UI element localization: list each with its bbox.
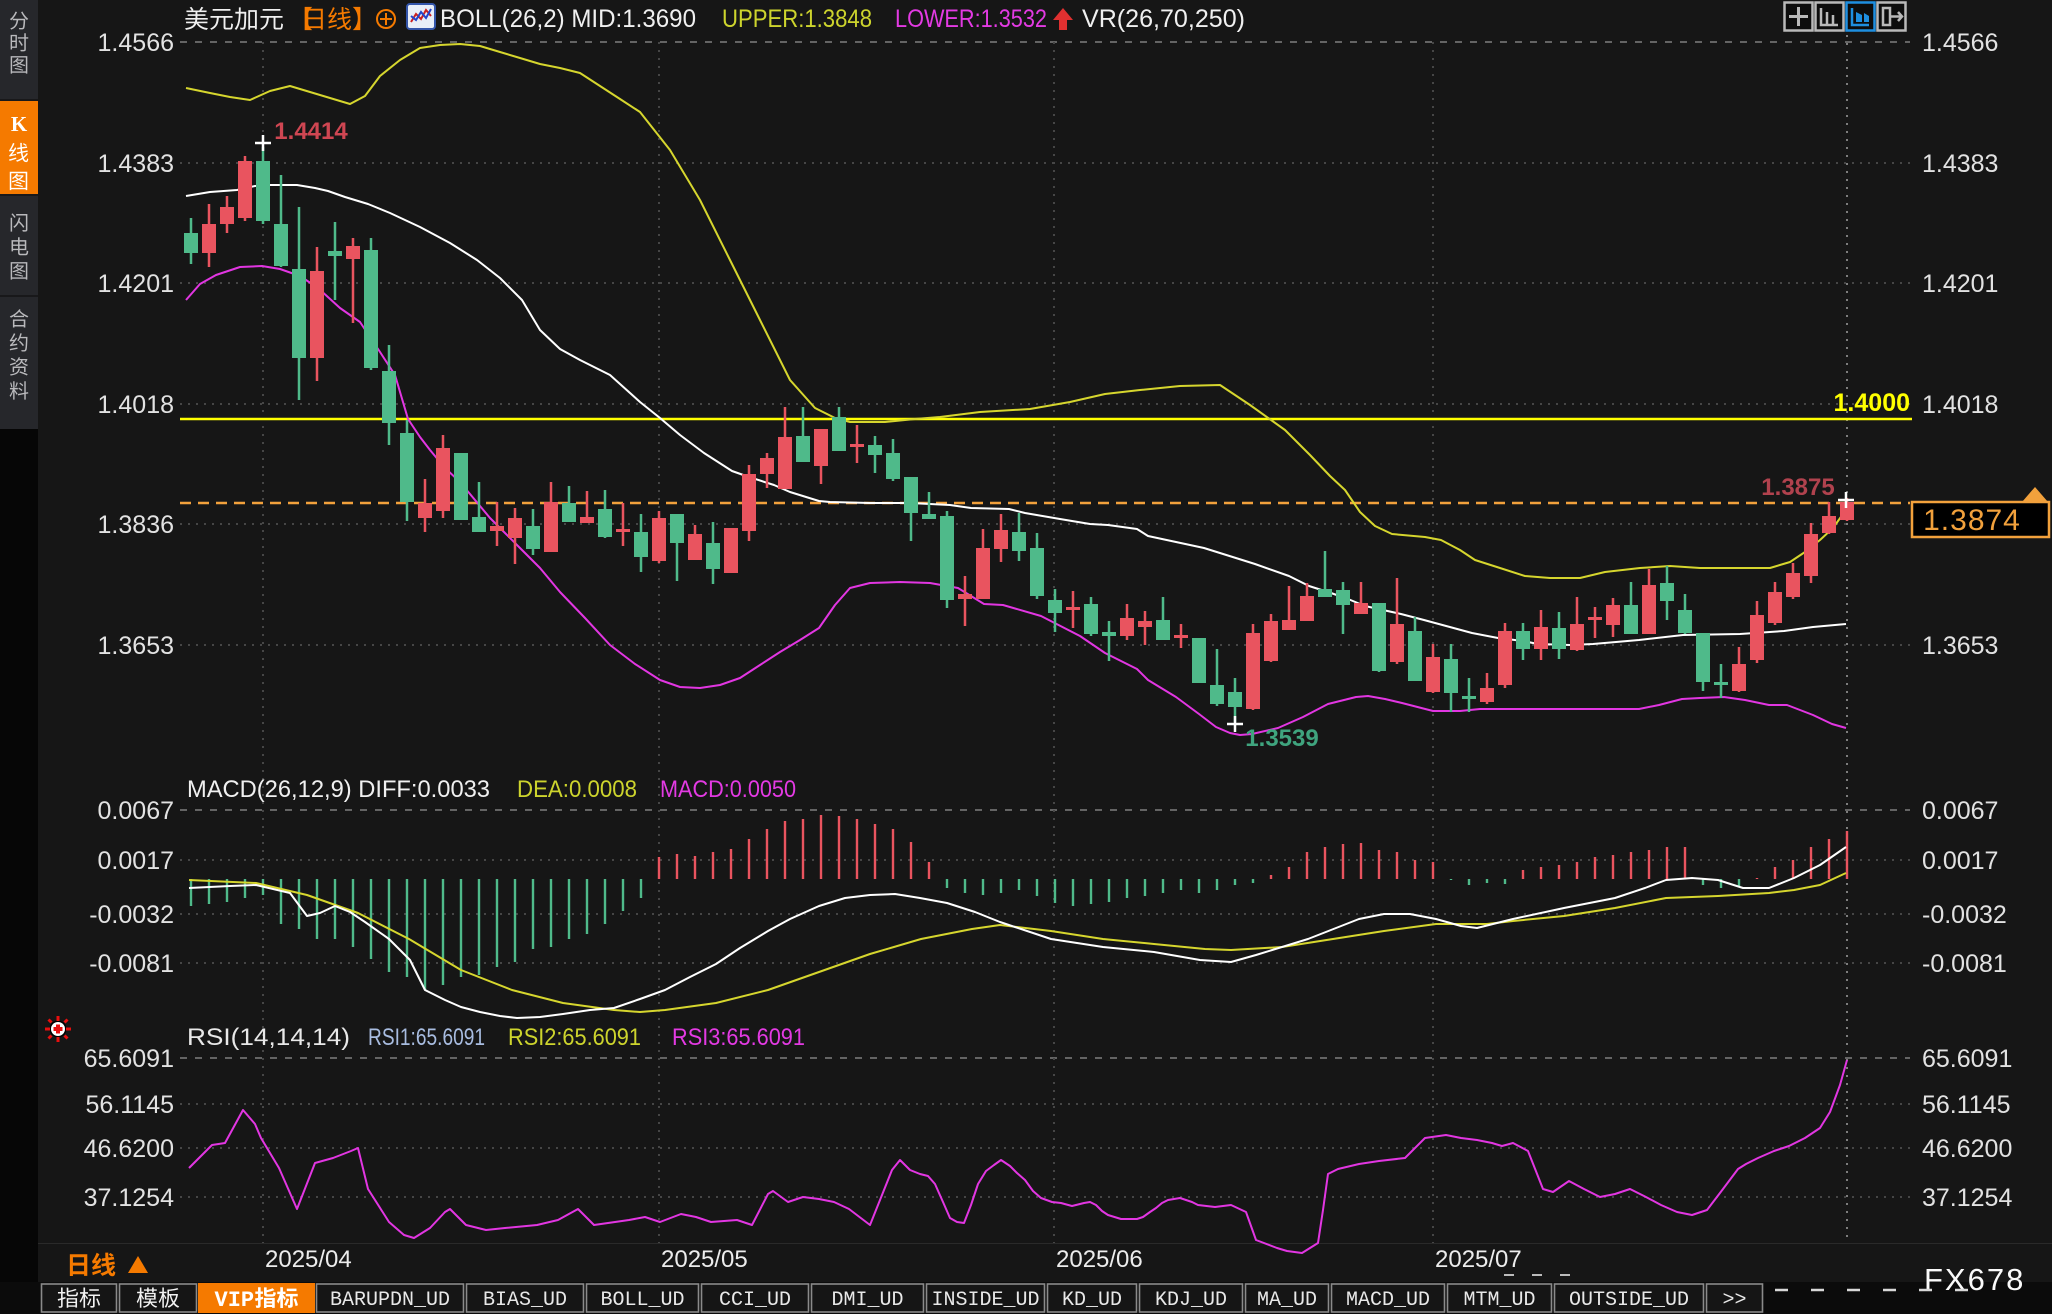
svg-text:0.0017: 0.0017 bbox=[98, 847, 174, 875]
svg-text:-0.0032: -0.0032 bbox=[1922, 901, 2007, 929]
svg-text:1.4566: 1.4566 bbox=[1922, 29, 1998, 57]
svg-text:65.6091: 65.6091 bbox=[84, 1045, 174, 1073]
svg-text:1.3836: 1.3836 bbox=[98, 511, 174, 539]
svg-text:37.1254: 37.1254 bbox=[1922, 1184, 2012, 1212]
svg-text:BIAS_UD: BIAS_UD bbox=[483, 1289, 567, 1312]
svg-text:MTM_UD: MTM_UD bbox=[1463, 1289, 1535, 1312]
svg-text:FX678: FX678 bbox=[1924, 1262, 2025, 1297]
svg-text:1.4566: 1.4566 bbox=[98, 29, 174, 57]
svg-text:46.6200: 46.6200 bbox=[1922, 1135, 2012, 1163]
svg-text:VIP: VIP bbox=[215, 1288, 255, 1313]
svg-text:1.3874: 1.3874 bbox=[1923, 504, 2021, 537]
svg-text:RSI(14,14,14): RSI(14,14,14) bbox=[187, 1024, 350, 1051]
svg-text:MACD:0.0050: MACD:0.0050 bbox=[660, 776, 796, 803]
svg-text:KD_UD: KD_UD bbox=[1062, 1289, 1122, 1312]
svg-text:DEA:0.0008: DEA:0.0008 bbox=[517, 776, 637, 803]
svg-text:VR(26,70,250): VR(26,70,250) bbox=[1082, 5, 1245, 33]
svg-text:-0.0032: -0.0032 bbox=[89, 901, 174, 929]
svg-text:46.6200: 46.6200 bbox=[84, 1135, 174, 1163]
svg-text:BOLL_UD: BOLL_UD bbox=[600, 1289, 684, 1312]
svg-text:56.1145: 56.1145 bbox=[1922, 1091, 2011, 1119]
svg-text:K: K bbox=[11, 112, 28, 136]
svg-text:1.4201: 1.4201 bbox=[98, 270, 174, 298]
svg-text:2025/04: 2025/04 bbox=[265, 1246, 352, 1273]
svg-text:-0.0081: -0.0081 bbox=[89, 950, 174, 978]
svg-text:1.4018: 1.4018 bbox=[1922, 391, 1998, 419]
svg-text:1.3539: 1.3539 bbox=[1245, 725, 1318, 752]
svg-text:37.1254: 37.1254 bbox=[84, 1184, 174, 1212]
svg-text:0.0067: 0.0067 bbox=[98, 797, 174, 825]
svg-text:UPPER:1.3848: UPPER:1.3848 bbox=[722, 5, 872, 33]
svg-text:65.6091: 65.6091 bbox=[1922, 1045, 2012, 1073]
svg-text:RSI3:65.6091: RSI3:65.6091 bbox=[672, 1024, 805, 1051]
svg-text:BARUPDN_UD: BARUPDN_UD bbox=[330, 1289, 450, 1312]
svg-text:CCI_UD: CCI_UD bbox=[719, 1289, 791, 1312]
svg-text:2025/06: 2025/06 bbox=[1056, 1246, 1143, 1273]
svg-text:0.0017: 0.0017 bbox=[1922, 847, 1998, 875]
svg-text:2025/07: 2025/07 bbox=[1435, 1246, 1522, 1273]
svg-text:1.4000: 1.4000 bbox=[1834, 389, 1910, 417]
svg-text:1.4201: 1.4201 bbox=[1922, 270, 1998, 298]
svg-text:MA_UD: MA_UD bbox=[1257, 1289, 1317, 1312]
svg-text:1.4383: 1.4383 bbox=[1922, 150, 1998, 178]
svg-text:MACD(26,12,9) DIFF:0.0033: MACD(26,12,9) DIFF:0.0033 bbox=[187, 776, 490, 803]
svg-text:BOLL(26,2) MID:1.3690: BOLL(26,2) MID:1.3690 bbox=[440, 5, 696, 33]
svg-text:RSI1:65.6091: RSI1:65.6091 bbox=[368, 1024, 485, 1051]
svg-text:>>: >> bbox=[1722, 1289, 1746, 1312]
svg-text:1.4018: 1.4018 bbox=[98, 391, 174, 419]
svg-text:0.0067: 0.0067 bbox=[1922, 797, 1998, 825]
svg-text:OUTSIDE_UD: OUTSIDE_UD bbox=[1569, 1289, 1689, 1312]
svg-text:1.3653: 1.3653 bbox=[98, 632, 174, 660]
svg-text:1.3875: 1.3875 bbox=[1761, 474, 1834, 501]
svg-text:1.3653: 1.3653 bbox=[1922, 632, 1998, 660]
svg-text:-0.0081: -0.0081 bbox=[1922, 950, 2007, 978]
svg-text:INSIDE_UD: INSIDE_UD bbox=[931, 1289, 1039, 1312]
svg-text:RSI2:65.6091: RSI2:65.6091 bbox=[508, 1024, 641, 1051]
svg-text:MACD_UD: MACD_UD bbox=[1346, 1289, 1430, 1312]
svg-text:1.4414: 1.4414 bbox=[274, 118, 348, 145]
svg-text:1.4383: 1.4383 bbox=[98, 150, 174, 178]
svg-text:56.1145: 56.1145 bbox=[85, 1091, 174, 1119]
svg-text:DMI_UD: DMI_UD bbox=[831, 1289, 903, 1312]
svg-text:2025/05: 2025/05 bbox=[661, 1246, 748, 1273]
svg-text:KDJ_UD: KDJ_UD bbox=[1155, 1289, 1227, 1312]
svg-text:LOWER:1.3532: LOWER:1.3532 bbox=[895, 5, 1047, 33]
